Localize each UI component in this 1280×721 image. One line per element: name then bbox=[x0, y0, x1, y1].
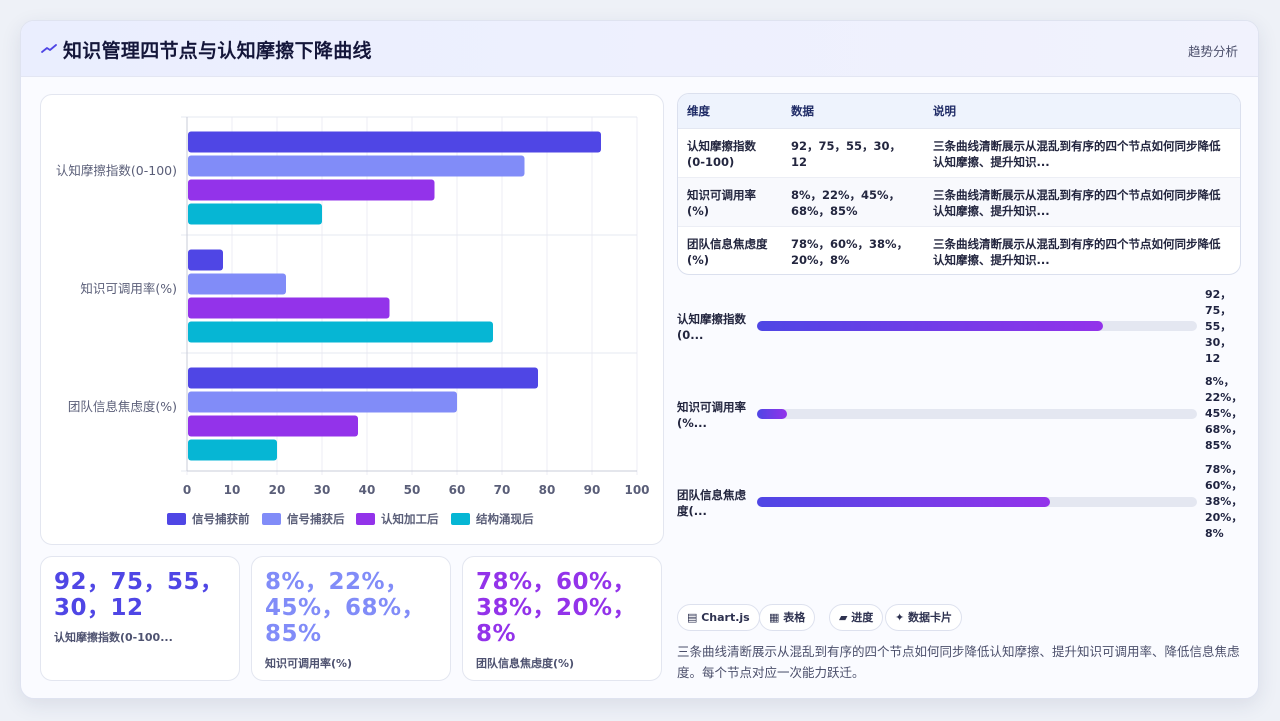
bar bbox=[188, 203, 322, 225]
stat-card-anxiety: 78%，60%，38%，20%，8% 团队信息焦虑度(%) bbox=[462, 556, 662, 681]
x-tick-label: 10 bbox=[224, 483, 241, 497]
bar bbox=[188, 415, 358, 437]
stat-label: 知识可调用率(%) bbox=[265, 657, 353, 670]
chip-progress[interactable]: ▰ 进度 bbox=[829, 604, 884, 631]
bar bbox=[188, 131, 601, 153]
progress-value: 92，75，55，30，12 bbox=[1205, 288, 1232, 365]
table-cell-desc: 三条曲线清断展示从混乱到有序的四个节点如何同步降低认知摩擦、提升知识... bbox=[924, 128, 1240, 178]
progress-fill bbox=[757, 409, 787, 419]
stat-value: 8%，22%，45%，68%，85% bbox=[265, 569, 426, 647]
header-tag: 趋势分析 bbox=[1187, 44, 1238, 59]
page-title: 知识管理四节点与认知摩擦下降曲线 bbox=[63, 40, 372, 62]
table-cell-data: 8%，22%，45%，68%，85% bbox=[782, 177, 924, 227]
table-cell-data: 78%，60%，38%，20%，8% bbox=[791, 236, 909, 267]
table-cell-desc: 三条曲线清断展示从混乱到有序的四个节点如何同步降低认知摩擦、提升知识... bbox=[924, 177, 1240, 227]
x-tick-label: 0 bbox=[183, 483, 191, 497]
legend-label: 信号捕获前 bbox=[192, 512, 250, 526]
table-cell-desc: 三条曲线清断展示从混乱到有序的四个节点如何同步降低认知摩擦、提升知识... bbox=[933, 236, 1221, 267]
progress-fill bbox=[757, 497, 1051, 507]
bar bbox=[188, 179, 435, 201]
x-tick-label: 60 bbox=[449, 483, 466, 497]
stat-value: 92，75，55，30，12 bbox=[54, 569, 224, 621]
legend-swatch bbox=[262, 513, 281, 525]
y-category-label: 认知摩擦指数(0-100) bbox=[56, 163, 177, 178]
progress-track bbox=[757, 321, 1197, 331]
bar bbox=[188, 273, 286, 295]
data-table: 维度 数据 说明 认知摩擦指数(0-100) 92，75，55，30，12 三条… bbox=[677, 93, 1241, 275]
stat-value: 78%，60%，38%，20%，8% bbox=[476, 569, 637, 647]
progress-track bbox=[757, 497, 1197, 507]
chip-table[interactable]: ▦ 表格 bbox=[759, 604, 816, 631]
progress-fill bbox=[757, 321, 1103, 331]
chip-data-card[interactable]: ✦ 数据卡片 bbox=[885, 604, 963, 631]
table-cell-dimension: 知识可调用率(%) bbox=[678, 177, 782, 227]
column-header: 数据 bbox=[782, 94, 924, 129]
chip-chartjs[interactable]: ▤ Chart.js bbox=[677, 604, 760, 631]
bar bbox=[188, 321, 493, 343]
table-cell-dimension: 认知摩擦指数(0-100) bbox=[678, 128, 782, 178]
bar bbox=[188, 249, 223, 271]
progress-label: 认知摩擦指数(0... bbox=[677, 312, 746, 342]
stat-card-friction: 92，75，55，30，12 认知摩擦指数(0-100... bbox=[40, 556, 240, 681]
header-bar: 知识管理四节点与认知摩擦下降曲线 趋势分析 bbox=[21, 21, 1258, 77]
bar bbox=[188, 367, 538, 389]
progress-label: 团队信息焦虑度(... bbox=[677, 488, 746, 518]
bar-chart-panel: 0 10 20 30 40 50 60 70 80 90 100 认知摩擦指数(0-100) 知识可调用… bbox=[40, 94, 664, 545]
bar-chart: 0 10 20 30 40 50 60 70 80 90 100 认知摩擦指数(0-100) 知识可调用… bbox=[56, 116, 650, 526]
x-tick-label: 100 bbox=[624, 483, 649, 497]
stat-label: 团队信息焦虑度(%) bbox=[476, 657, 575, 670]
y-category-label: 团队信息焦虑度(%) bbox=[68, 399, 177, 414]
bar bbox=[188, 391, 457, 413]
legend-label: 结构涌现后 bbox=[475, 512, 534, 526]
legend-label: 认知加工后 bbox=[381, 512, 439, 526]
x-tick-label: 50 bbox=[404, 483, 421, 497]
column-header: 维度 bbox=[678, 94, 782, 129]
progress-track bbox=[757, 409, 1197, 419]
progress-value: 78%，60%，38%，20%，8% bbox=[1205, 463, 1243, 540]
table-header-row: 维度 数据 说明 bbox=[678, 94, 1240, 129]
progress-label: 知识可调用率(%... bbox=[677, 400, 746, 430]
column-header: 说明 bbox=[924, 94, 1240, 129]
dashboard-card: 知识管理四节点与认知摩擦下降曲线 趋势分析 0 10 20 30 40 50 60 70 80 9… bbox=[20, 20, 1259, 699]
table-cell-dimension: 团队信息焦虑度(%) bbox=[687, 236, 768, 267]
y-category-label: 知识可调用率(%) bbox=[80, 281, 177, 296]
bar bbox=[188, 155, 525, 177]
legend-swatch bbox=[167, 513, 186, 525]
bar bbox=[188, 297, 390, 319]
legend-label: 信号捕获后 bbox=[287, 512, 345, 526]
legend-swatch bbox=[451, 513, 470, 525]
legend-swatch bbox=[356, 513, 375, 525]
trend-line-icon bbox=[41, 44, 57, 53]
x-tick-label: 20 bbox=[269, 483, 286, 497]
stat-label: 认知摩擦指数(0-100... bbox=[54, 631, 173, 644]
x-tick-label: 70 bbox=[494, 483, 511, 497]
table-row: 团队信息焦虑度(%) 78%，60%，38%，20%，8% 三条曲线清断展示从混… bbox=[678, 226, 1240, 274]
progress-value: 8%，22%，45%，68%，85% bbox=[1205, 375, 1243, 452]
x-tick-label: 80 bbox=[539, 483, 556, 497]
bar bbox=[188, 439, 277, 461]
table-row: 知识可调用率(%) 8%，22%，45%，68%，85% 三条曲线清断展示从混乱… bbox=[678, 177, 1240, 227]
table-row: 认知摩擦指数(0-100) 92，75，55，30，12 三条曲线清断展示从混乱… bbox=[678, 128, 1240, 178]
x-tick-label: 90 bbox=[584, 483, 601, 497]
summary-note: 三条曲线清断展示从混乱到有序的四个节点如何同步降低认知摩擦、提升知识可调用率、降… bbox=[677, 644, 1240, 680]
x-tick-label: 30 bbox=[314, 483, 331, 497]
stat-card-recall: 8%，22%，45%，68%，85% 知识可调用率(%) bbox=[251, 556, 451, 681]
x-tick-label: 40 bbox=[359, 483, 376, 497]
table-cell-data: 92，75，55，30，12 bbox=[782, 128, 924, 178]
